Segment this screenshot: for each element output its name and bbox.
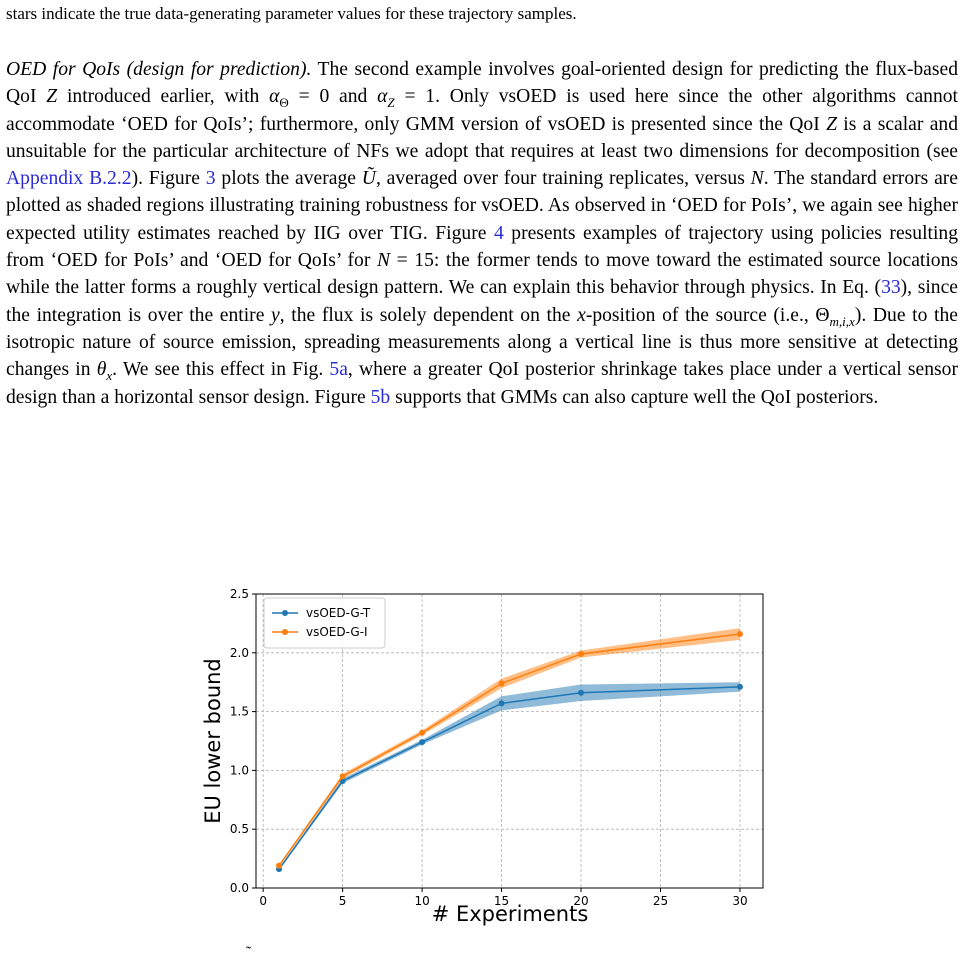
error-band: [279, 628, 740, 867]
run: , the flux is solely dependent on the: [279, 304, 578, 326]
run: , averaged over four training replicates…: [375, 168, 751, 190]
point: [578, 689, 585, 696]
y-tick-label: 2.0: [230, 646, 249, 660]
point: [419, 739, 426, 746]
link[interactable]: Appendix B.2.2: [6, 168, 132, 190]
y-tick-label: 0.0: [230, 881, 249, 895]
y-tick-label: 0.5: [230, 822, 249, 836]
x-axis-label: # Experiments: [432, 902, 589, 926]
link[interactable]: 5a: [329, 359, 348, 381]
math-sub: x: [106, 368, 113, 384]
run: ). Due to the isotropic nature of source…: [6, 304, 958, 381]
x-tick-label: 5: [339, 894, 347, 908]
legend-label: vsOED-G-T: [306, 606, 371, 620]
run: ). Figure: [131, 168, 206, 190]
run: -position of the source (i.e., Θ: [585, 304, 830, 326]
point: [578, 650, 585, 657]
plot-frame: [255, 593, 764, 889]
math: N: [750, 168, 764, 190]
link[interactable]: 4: [493, 222, 504, 244]
run: . We see this effect in Fig.: [112, 359, 330, 381]
math: y: [271, 304, 280, 326]
run: plots the average: [215, 168, 362, 190]
run: . The standard errors are plotted as sha…: [6, 168, 958, 244]
run: = 1. Only vsOED is used here since the o…: [6, 86, 958, 135]
run: = 0 and: [288, 86, 378, 108]
legend-box: [263, 597, 386, 649]
run: ), since the integration is over the ent…: [6, 277, 958, 326]
math: Ũ: [361, 168, 376, 190]
y-tick-label: 1.0: [230, 763, 249, 777]
point: [736, 683, 743, 690]
x-tick-label: 20: [573, 894, 588, 908]
line: [278, 633, 741, 867]
math: x: [577, 304, 586, 326]
line: [278, 686, 740, 870]
link[interactable]: 3: [205, 168, 216, 190]
text-line: stars indicate the true data-generating …: [6, 4, 577, 23]
math: α: [269, 86, 280, 108]
point: [276, 862, 283, 869]
legend-label: vsOED-G-I: [306, 625, 368, 639]
link[interactable]: 5b: [370, 386, 391, 408]
math-sub: m,i,x: [829, 313, 855, 329]
y-tick-label: 1.5: [230, 705, 249, 719]
error-band: [279, 682, 740, 871]
paragraph: OED for QoIs (design for prediction). Th…: [6, 56, 958, 411]
run: introduced earlier, with: [57, 86, 270, 108]
x-tick-label: 15: [494, 894, 509, 908]
math: θ: [96, 359, 107, 381]
text-fragment: ˜: [246, 944, 252, 961]
math: Z: [826, 113, 837, 135]
run: is a scalar and unsuitable for the parti…: [6, 113, 958, 162]
run: The second example involves goal-oriente…: [6, 59, 958, 108]
run: = 15: the former tends to move toward th…: [6, 250, 958, 299]
point: [339, 773, 346, 780]
math-sub: Θ: [279, 95, 289, 111]
point: [419, 729, 426, 736]
point: [498, 680, 505, 687]
math: N: [376, 250, 391, 272]
x-tick-label: 25: [653, 894, 668, 908]
point: [498, 700, 505, 707]
link[interactable]: 33: [881, 277, 901, 299]
math: α: [377, 86, 388, 108]
run: , where a greater QoI posterior shrinkag…: [6, 359, 958, 408]
x-tick-label: 0: [259, 894, 267, 908]
y-axis-label: EU lower bound: [201, 658, 225, 824]
chart: # Experiments EU lower bound 0.0 0.5 1.0 1.…: [201, 587, 764, 926]
run-heading: OED for QoIs (design for prediction).: [6, 59, 312, 80]
y-tick-label: 2.5: [230, 587, 249, 601]
point: [736, 630, 743, 637]
math-sub: Z: [387, 95, 395, 111]
run: presents examples of trajectory using po…: [6, 222, 958, 272]
legend-marker: [282, 629, 288, 635]
math: Z: [46, 86, 58, 108]
x-tick-label: 10: [414, 894, 429, 908]
legend-marker: [282, 610, 288, 616]
x-tick-label: 30: [732, 894, 747, 908]
run: supports that GMMs can also capture well…: [390, 386, 879, 408]
